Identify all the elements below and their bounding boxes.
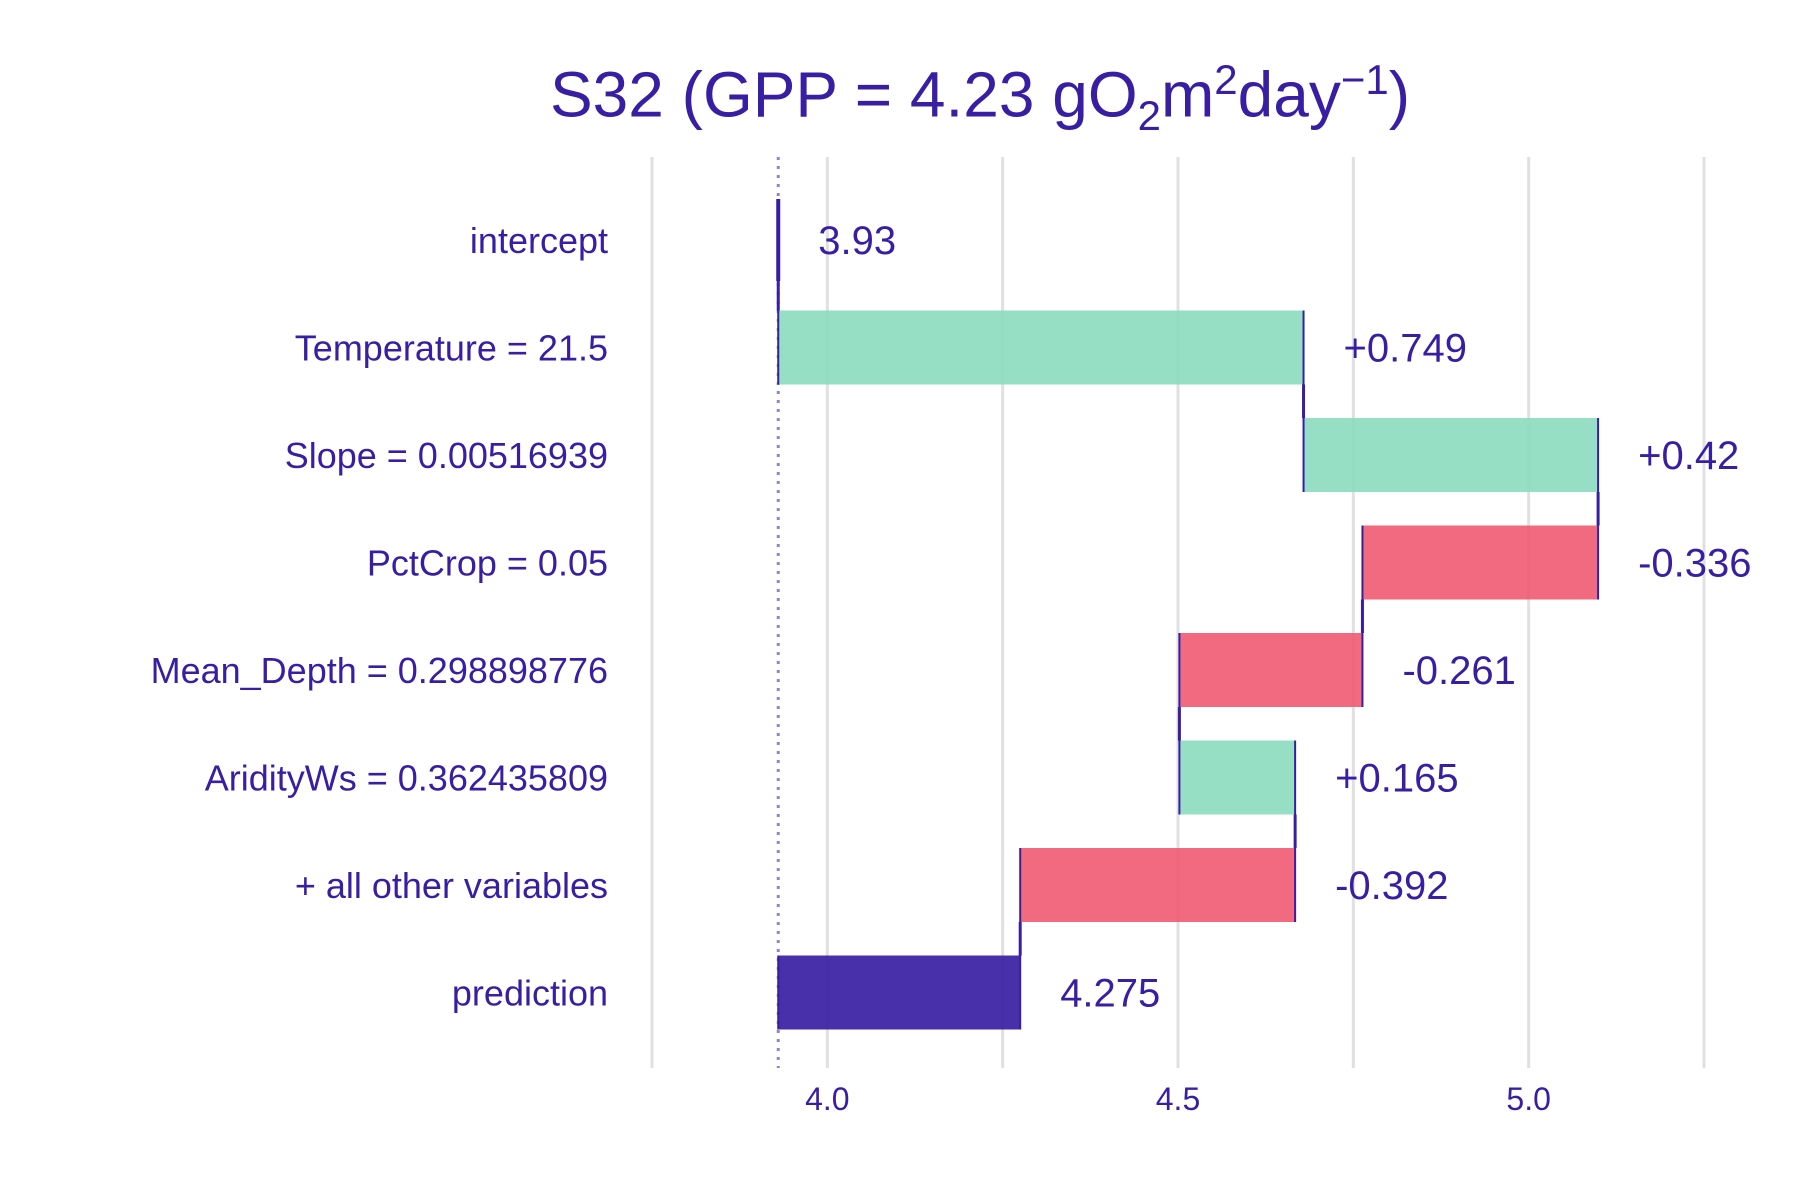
bar-layer <box>776 199 1600 1030</box>
label-layer: intercept 3.93 Temperature = 21.5 +0.749 Slo… <box>151 219 1752 1016</box>
data-label-pctcrop-0-05: -0.336 <box>1638 542 1751 586</box>
data-label-intercept: 3.93 <box>818 219 896 263</box>
row-label-mean-depth-0-298898776: Mean_Depth = 0.298898776 <box>151 650 608 691</box>
chart-title: S32 (GPP = 4.23 gO2m2day−1) <box>230 36 1730 160</box>
data-label-temperature-21-5: +0.749 <box>1344 327 1467 371</box>
row-label-intercept: intercept <box>470 220 608 261</box>
row-label-pctcrop-0-05: PctCrop = 0.05 <box>367 543 608 584</box>
title-suffix: ) <box>1388 58 1411 131</box>
bar-slope-0-00516939 <box>1303 418 1599 492</box>
grid-layer <box>650 157 1706 1068</box>
x-tick-label-0: 4.0 <box>805 1081 849 1117</box>
x-tick-label-2: 5.0 <box>1506 1081 1550 1117</box>
title-prefix: S32 (GPP = 4.23 gO <box>549 58 1138 131</box>
row-label-slope-0-00516939: Slope = 0.00516939 <box>285 435 608 476</box>
row-label-all-other-variables: + all other variables <box>295 865 608 906</box>
bar-temperature-21-5 <box>778 310 1304 385</box>
title-sup-1: 2 <box>1214 56 1238 103</box>
data-label-aridityws-0-362435809: +0.165 <box>1335 757 1458 801</box>
data-label-slope-0-00516939: +0.42 <box>1638 434 1739 478</box>
bar-aridityws-0-362435809 <box>1179 740 1296 815</box>
bar-all-other-variables <box>1020 848 1296 922</box>
row-label-prediction: prediction <box>452 973 608 1014</box>
bar-mean-depth-0-298898776 <box>1179 633 1363 707</box>
title-sub: 2 <box>1137 92 1161 140</box>
bar-prediction <box>778 955 1021 1030</box>
data-label-all-other-variables: -0.392 <box>1335 864 1448 908</box>
bar-pctcrop-0-05 <box>1362 525 1599 600</box>
title-sup-2: −1 <box>1340 56 1389 103</box>
connector-layer <box>776 277 1600 956</box>
data-label-prediction: 4.275 <box>1060 972 1160 1016</box>
x-tick-label-1: 4.5 <box>1156 1081 1200 1117</box>
title-mid-2: day <box>1237 58 1341 131</box>
row-label-temperature-21-5: Temperature = 21.5 <box>295 328 608 369</box>
row-label-aridityws-0-362435809: AridityWs = 0.362435809 <box>205 758 608 799</box>
data-label-mean-depth-0-298898776: -0.261 <box>1402 649 1515 693</box>
title-mid: m <box>1160 58 1215 131</box>
axis-layer: 4.0 4.5 5.0 <box>805 1081 1551 1117</box>
